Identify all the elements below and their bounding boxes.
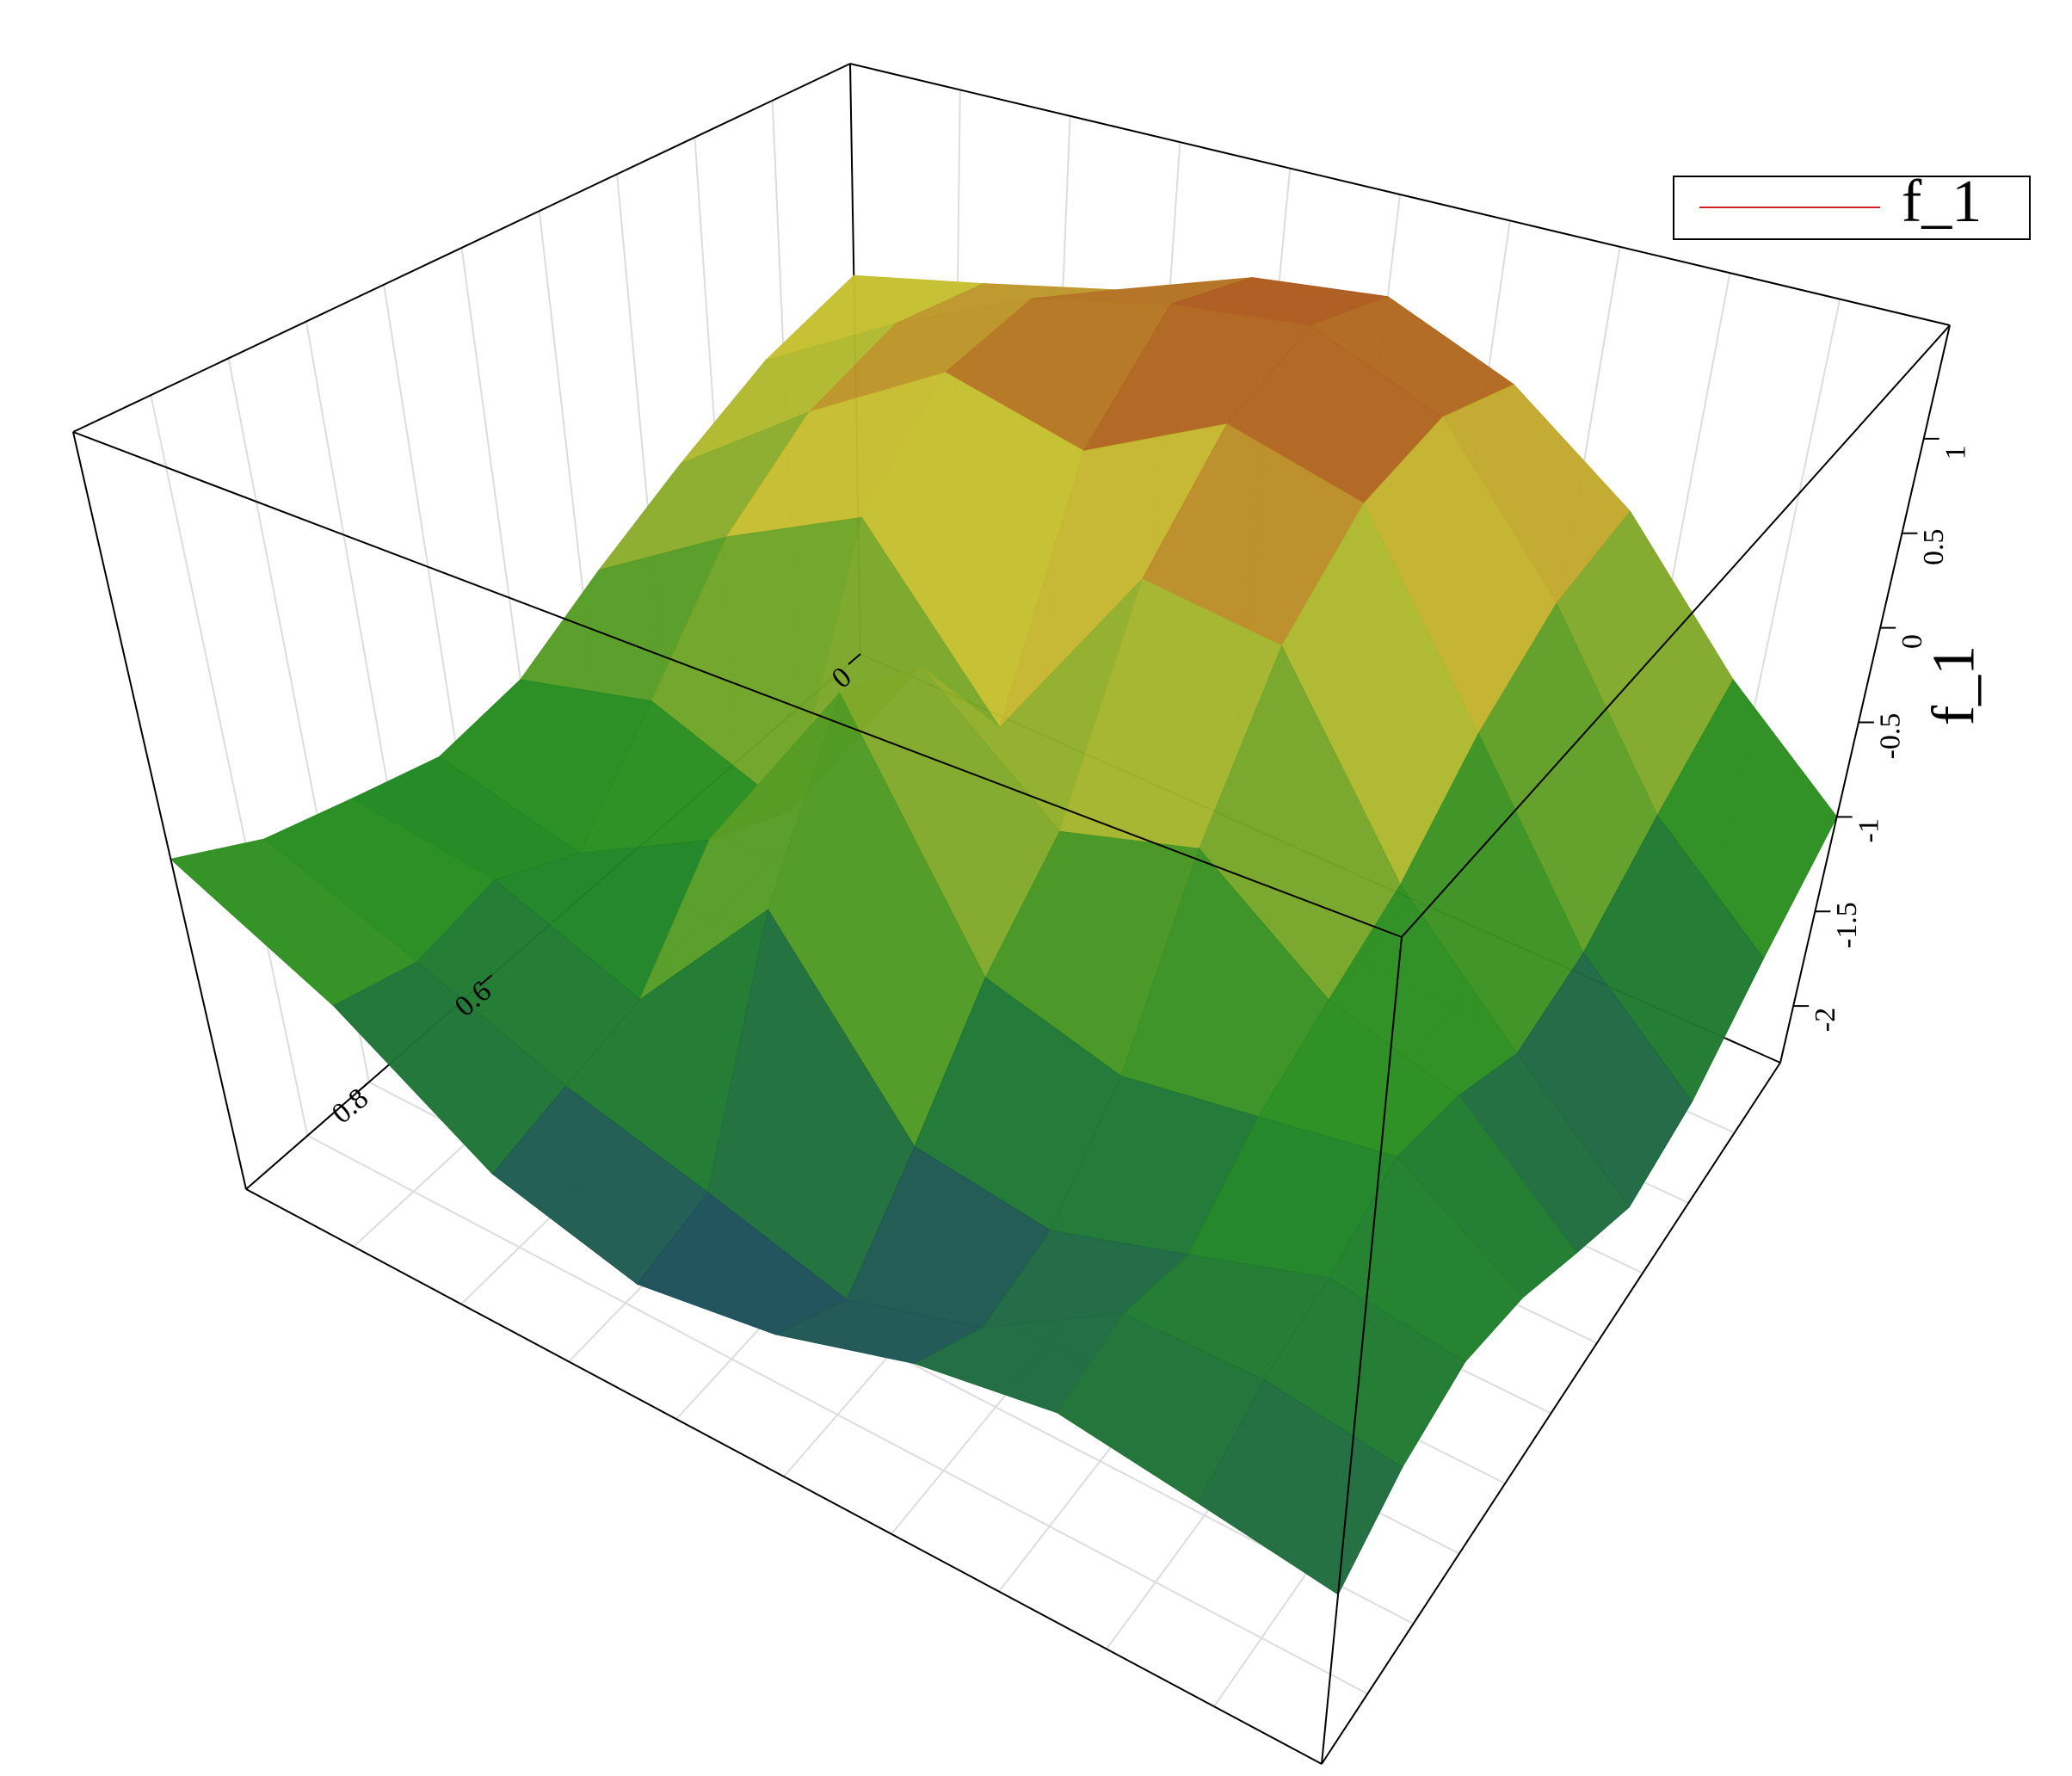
z-tick-label: 0.5 [1918,528,1950,565]
box-edge [72,431,247,1190]
floor-grid [306,1134,1368,1695]
legend: f_1 [1673,169,2031,240]
z-tick-label: 1 [1939,445,1971,459]
z-tick-label: -1.5 [1831,902,1863,948]
z-tick-label: -1 [1853,818,1884,842]
box-edge [1401,324,1951,938]
box-edge [1779,324,1951,1064]
x-tick [356,1081,370,1094]
z-tick-label: -2 [1810,1008,1841,1032]
wall-grid [150,394,309,1137]
x-tick [848,653,861,665]
box-edge [245,1188,1323,1765]
box-edge [1321,936,1403,1765]
legend-label: f_1 [1902,169,1982,235]
box-edge [849,63,1951,326]
box-edge [72,63,851,433]
x-tick [478,974,493,986]
box-edge [72,431,1403,938]
z-tick-label: -0.5 [1875,713,1907,760]
z-tick-label: 0 [1896,634,1928,649]
x-tick-label: 0.8 [326,1082,374,1131]
z-axis-label: f_1 [1921,645,1988,725]
box-edge [1321,1062,1781,1765]
